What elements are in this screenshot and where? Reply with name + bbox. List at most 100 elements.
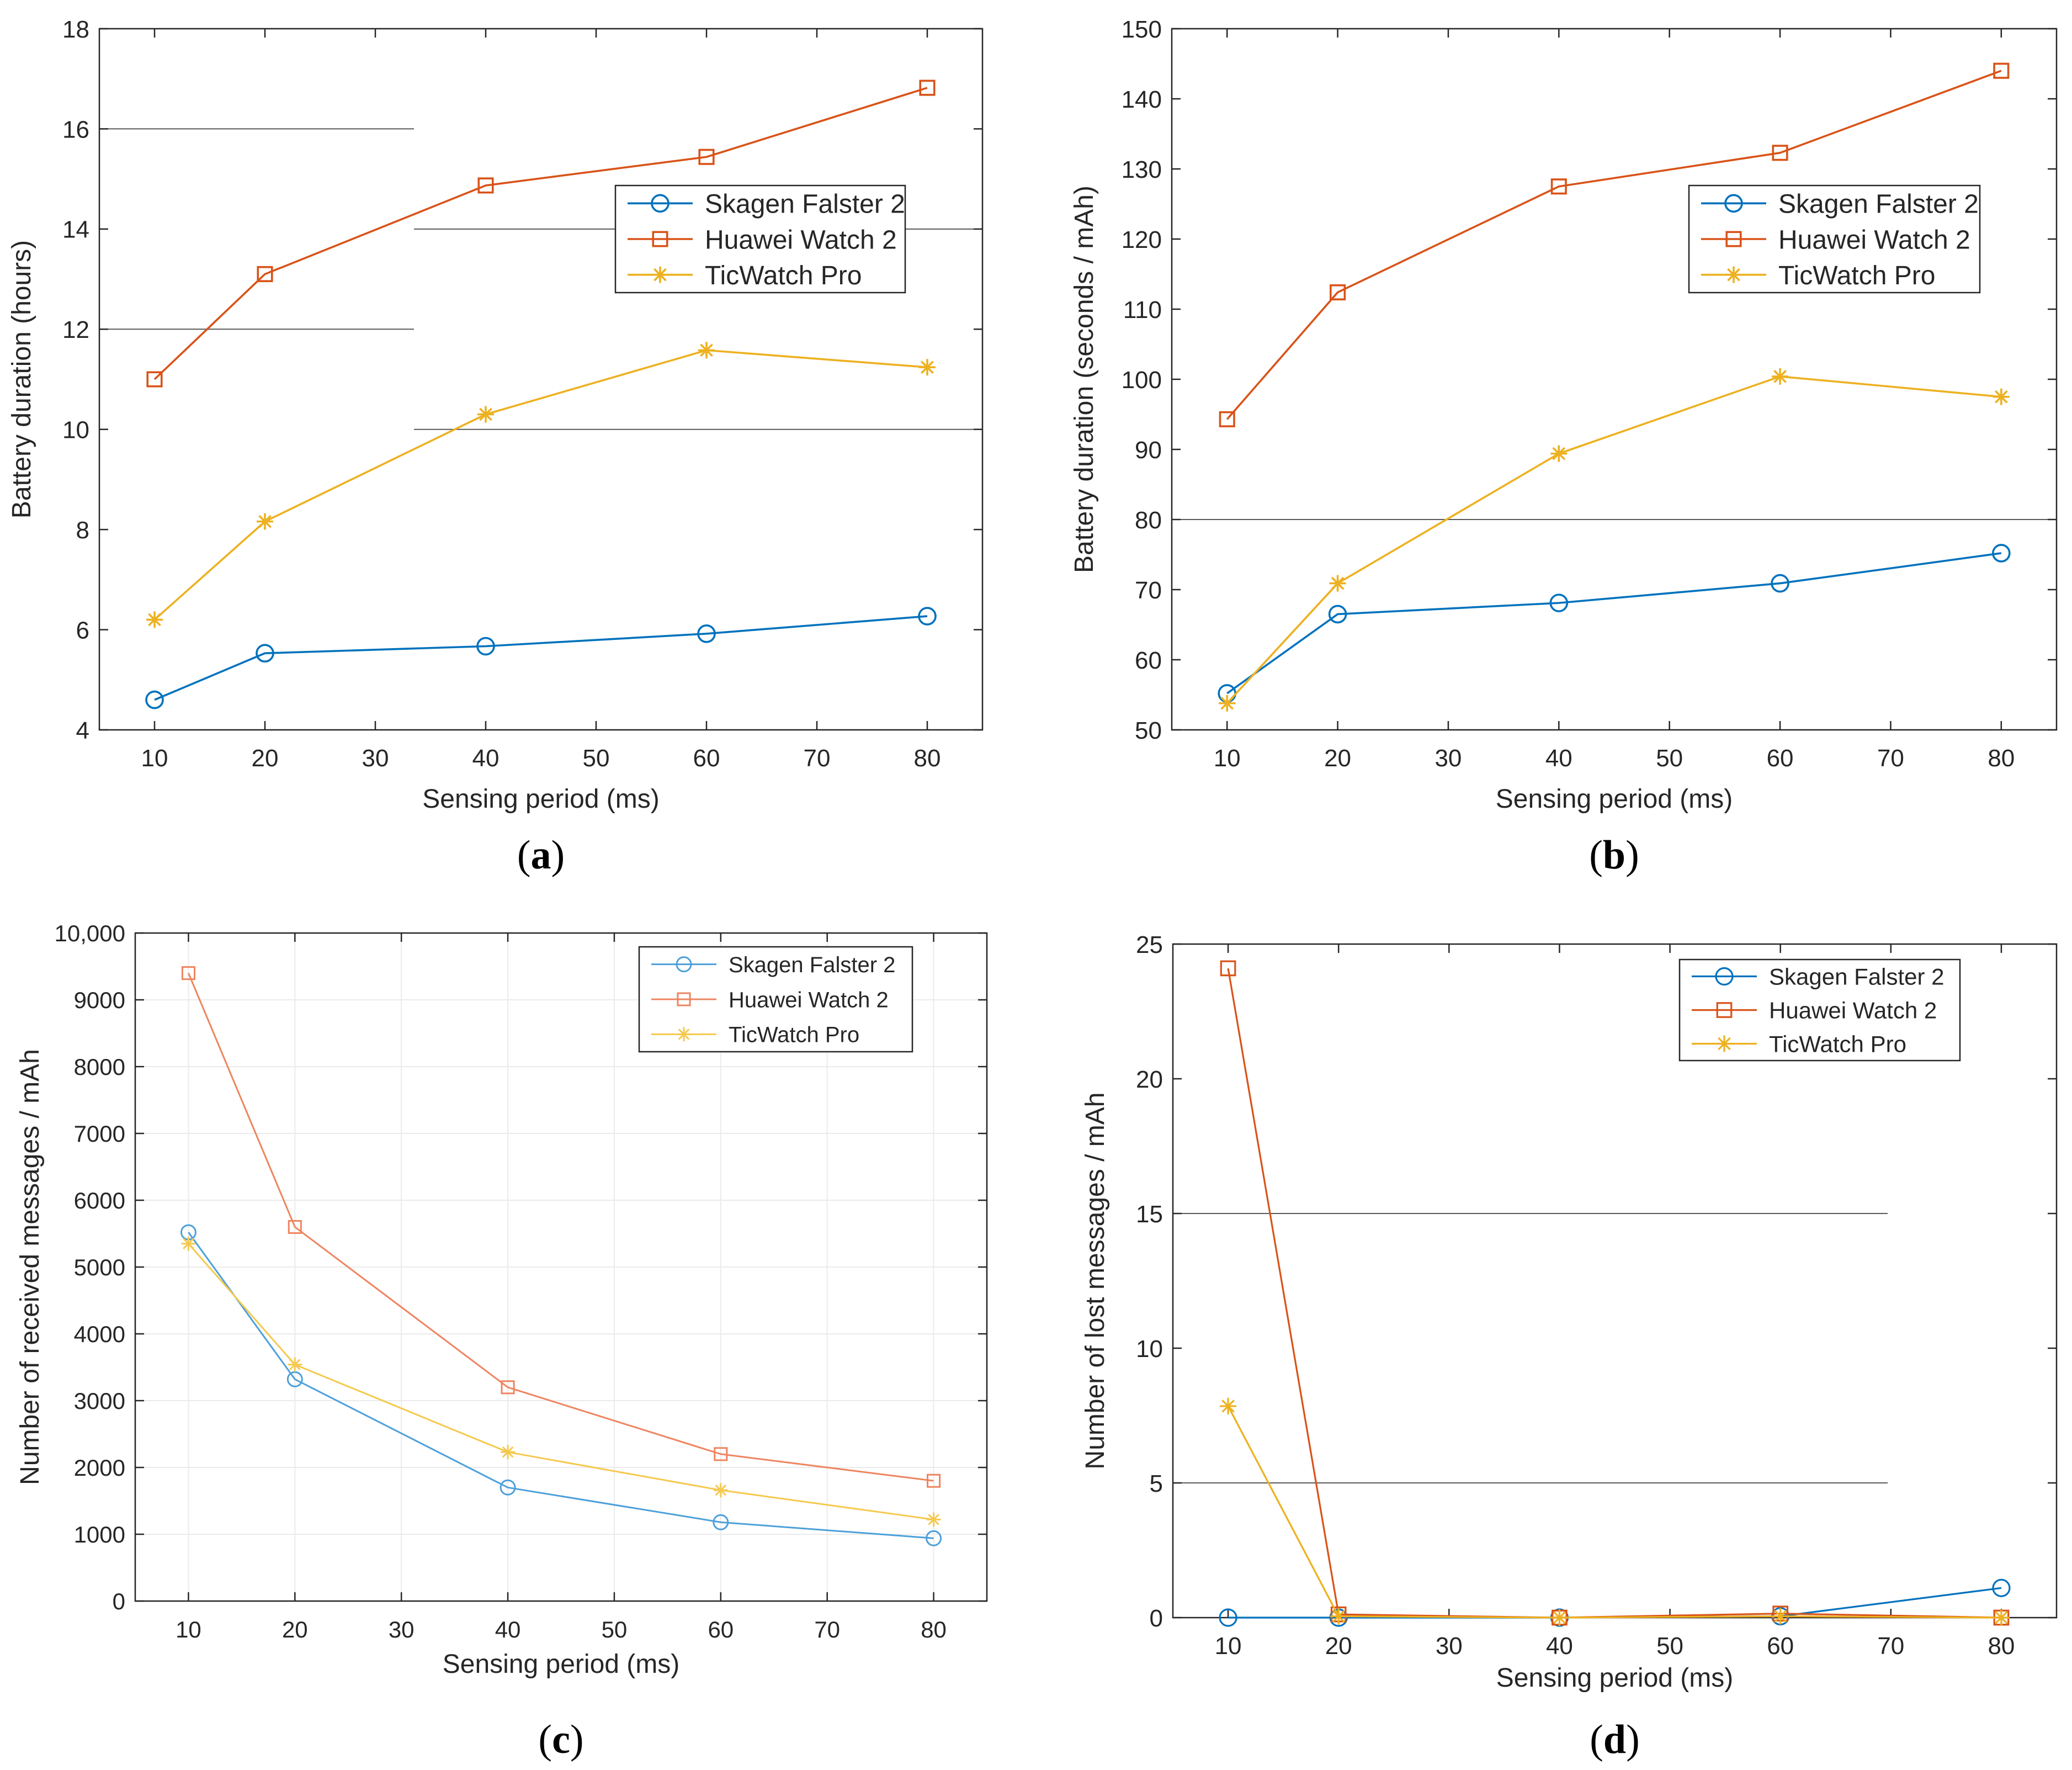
y-tick-label: 90: [1135, 437, 1162, 464]
x-axis-label: Sensing period (ms): [443, 1650, 680, 1679]
series-line: [188, 1232, 934, 1539]
legend-entry: TicWatch Pro: [1692, 1031, 1906, 1057]
x-tick-label: 40: [1545, 745, 1572, 772]
marker-circle: [1992, 544, 2011, 563]
series-line: [154, 615, 928, 701]
marker-asterisk: [1725, 266, 1742, 283]
legend-label: Huawei Watch 2: [729, 988, 889, 1012]
y-tick-label: 80: [1135, 507, 1162, 534]
y-tick-label: 4: [76, 717, 89, 744]
plot-area: [99, 29, 982, 730]
caption-open-paren: (: [517, 833, 531, 878]
marker-square: [501, 1380, 515, 1395]
marker-square: [714, 1447, 728, 1461]
marker-asterisk: [698, 342, 715, 359]
marker-square: [1220, 960, 1236, 977]
marker-circle: [1724, 194, 1743, 213]
marker-circle: [1328, 605, 1347, 624]
marker-square: [288, 1220, 302, 1234]
y-tick-label: 7000: [74, 1121, 125, 1147]
marker-circle: [1549, 593, 1569, 612]
series-huawei-watch-2: [146, 80, 936, 388]
legend-label: Skagen Falster 2: [1778, 190, 1979, 219]
axes-box: [98, 28, 984, 731]
chart-panel-b: 10 20 30 40 50 60 70 80 50 60 70 80 90 100 110 120 130 14…: [1070, 16, 2058, 878]
legend-label: TicWatch Pro: [705, 261, 862, 290]
marker-asterisk: [1772, 1608, 1789, 1625]
y-tick-label: 5: [1150, 1470, 1163, 1497]
x-tick-label: 80: [1988, 745, 2015, 772]
marker-circle: [1219, 1608, 1237, 1627]
y-tick-label: 130: [1122, 156, 1162, 183]
marker-circle: [1771, 574, 1789, 593]
marker-circle: [697, 624, 716, 643]
y-tick-label: 6: [76, 617, 89, 644]
x-tick-label: 30: [362, 745, 389, 772]
marker-circle: [500, 1479, 516, 1496]
y-tick-label: 10,000: [55, 920, 125, 946]
caption-letter: c: [552, 1717, 570, 1762]
x-axis-label: Sensing period (ms): [1496, 785, 1733, 814]
marker-asterisk: [1772, 368, 1789, 385]
marker-circle: [145, 690, 164, 709]
marker-asterisk: [288, 1357, 302, 1372]
series-ticwatch-pro: [146, 342, 936, 628]
marker-asterisk: [1993, 388, 2010, 405]
legend-label: Huawei Watch 2: [1778, 225, 1970, 255]
series-ticwatch-pro: [1220, 1397, 2010, 1626]
marker-asterisk: [1219, 695, 1236, 712]
y-tick-label: 18: [62, 16, 89, 43]
marker-circle: [286, 1371, 303, 1387]
panel-caption: (d): [1590, 1717, 1639, 1762]
x-tick-label: 60: [693, 745, 720, 772]
y-tick-label: 50: [1135, 717, 1162, 744]
legend-entry: TicWatch Pro: [1701, 261, 1935, 290]
legend-entry: TicWatch Pro: [628, 261, 862, 290]
caption-open-paren: (: [1589, 833, 1603, 878]
plot-area: [1172, 29, 2057, 730]
marker-asterisk: [1329, 575, 1346, 592]
panel-caption: (b): [1589, 833, 1639, 878]
marker-square: [919, 80, 936, 96]
y-tick-label: 8: [76, 517, 89, 544]
x-tick-label: 60: [708, 1617, 734, 1642]
x-tick-label: 70: [1877, 1633, 1904, 1660]
x-axis-label: Sensing period (ms): [1496, 1663, 1734, 1693]
legend-entry: Skagen Falster 2: [1701, 190, 1979, 219]
y-tick-label: 9000: [74, 987, 125, 1013]
marker-asterisk: [1330, 1608, 1347, 1625]
caption-close-paren: ): [1626, 1717, 1640, 1762]
marker-asterisk: [652, 266, 668, 283]
chart-panel-a: 10 20 30 40 50 60 70 80 4 6 8 10 12 14 16 18 Sensing per…: [7, 16, 984, 878]
marker-square: [698, 149, 715, 165]
legend-label: Skagen Falster 2: [1769, 964, 1945, 990]
legend-entry: TicWatch Pro: [651, 1023, 859, 1047]
series-line: [188, 973, 934, 1482]
x-tick-label: 80: [914, 745, 941, 772]
legend-label: Huawei Watch 2: [1769, 998, 1937, 1024]
marker-asterisk: [677, 1027, 691, 1042]
y-tick-label: 8000: [74, 1054, 125, 1080]
y-axis-label: Number of lost messages / mAh: [1081, 1093, 1110, 1470]
marker-circle: [651, 194, 670, 213]
marker-circle: [476, 637, 495, 656]
marker-square: [652, 231, 668, 247]
marker-asterisk: [257, 513, 273, 530]
series-huawei-watch-2: [181, 966, 941, 1488]
marker-asterisk: [501, 1445, 516, 1460]
caption-open-paren: (: [1590, 1717, 1603, 1762]
series-huawei-watch-2: [1219, 62, 2010, 427]
y-tick-label: 25: [1136, 931, 1163, 958]
series-line: [1226, 70, 2002, 420]
marker-square: [477, 177, 494, 194]
legend: Skagen Falster 2 Huawei Watch 2 TicWatch P…: [1678, 958, 1961, 1062]
marker-asterisk: [713, 1483, 728, 1498]
marker-square: [677, 992, 691, 1006]
legend-label: Huawei Watch 2: [705, 225, 897, 255]
caption-letter: d: [1603, 1717, 1626, 1762]
y-tick-label: 70: [1135, 577, 1162, 604]
legend: Skagen Falster 2 Huawei Watch 2 TicWatch P…: [1688, 184, 1981, 294]
x-tick-label: 70: [1877, 745, 1904, 772]
marker-square: [927, 1474, 941, 1488]
x-tick-label: 50: [1656, 745, 1683, 772]
